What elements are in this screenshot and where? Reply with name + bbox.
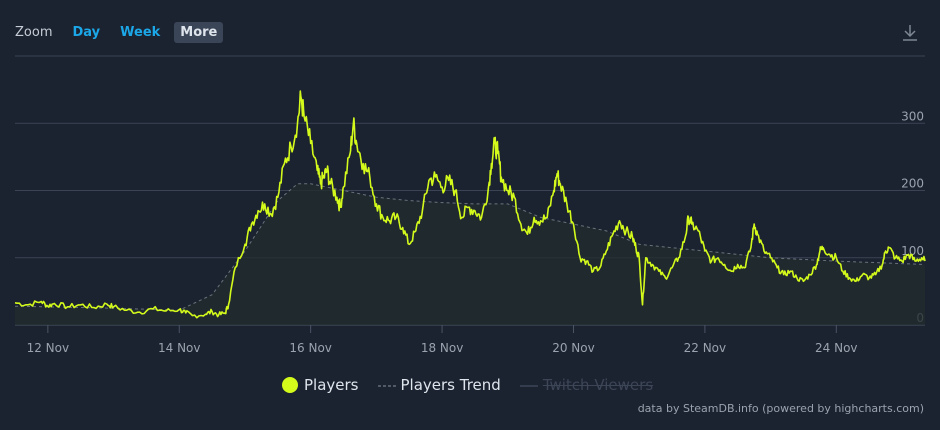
x-tick-label: 22 Nov [684,341,727,355]
zoom-more-button[interactable]: More [174,21,224,43]
download-icon[interactable] [900,23,920,43]
legend-trend-marker [377,385,396,387]
x-tick-label: 20 Nov [552,341,595,355]
trend-area [15,183,925,325]
legend-players-marker [282,377,298,393]
legend-item-players[interactable]: Players [280,375,359,395]
y-tick-label: 300 [901,109,924,123]
players-line [14,90,926,319]
y-tick-label: 200 [901,177,924,191]
x-tick-label: 18 Nov [421,341,464,355]
x-tick-label: 24 Nov [815,341,858,355]
zoom-label: Zoom [15,24,53,40]
legend-players-label: Players [304,376,359,394]
x-tick-label: 14 Nov [158,341,201,355]
legend-twitch-marker [519,385,538,387]
zoom-day-button[interactable]: Day [72,24,101,40]
legend-trend-label: Players Trend [400,376,501,394]
legend-item-players-trend[interactable]: Players Trend [377,375,501,395]
legend-twitch-label: Twitch Viewers [542,376,654,394]
chart-legend: Players Players Trend Twitch Viewers [280,375,671,395]
x-tick-label: 12 Nov [27,341,70,355]
x-tick-label: 16 Nov [289,341,332,355]
legend-item-twitch-viewers[interactable]: Twitch Viewers [519,375,653,395]
zoom-toolbar: Zoom Day Week More [15,21,231,43]
zoom-week-button[interactable]: Week [120,24,161,40]
y-tick-label: 100 [901,244,924,258]
chart-credits[interactable]: data by SteamDB.info (powered by highcha… [637,402,924,415]
